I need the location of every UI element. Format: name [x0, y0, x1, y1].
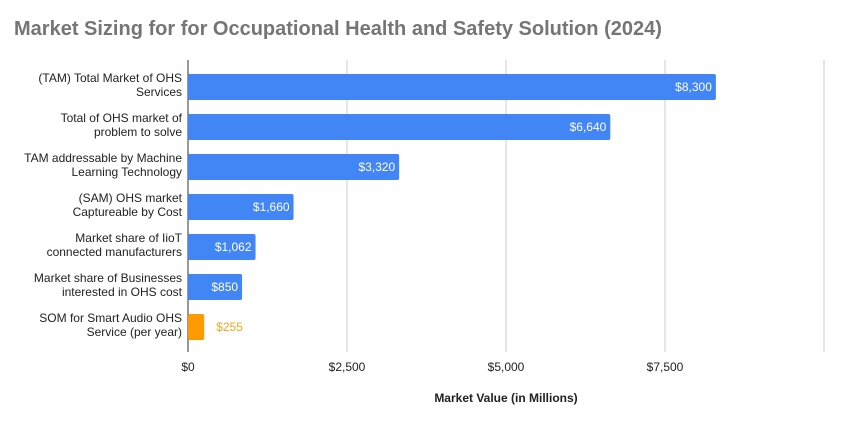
category-label: TAM addressable by Machine Learning Techn… — [24, 151, 182, 179]
x-tick-label: $5,000 — [488, 360, 525, 374]
category-label: Total of OHS market of problem to solve — [61, 111, 183, 139]
value-label: $1,062 — [215, 240, 252, 254]
bar — [188, 274, 243, 300]
value-label: $850 — [211, 280, 238, 294]
bars — [188, 74, 716, 340]
category-label: Market share of Businesses interested in … — [34, 271, 183, 299]
bar — [188, 74, 716, 100]
value-label: $8,300 — [675, 80, 712, 94]
labels: $0 $2,500 $5,000 $7,500 (TAM) Total Market o… — [24, 71, 712, 374]
bar — [188, 114, 611, 140]
category-label: (TAM) Total Market of OHS Services — [38, 71, 182, 99]
chart-title: Market Sizing for for Occupational Healt… — [14, 18, 662, 40]
value-label: $1,660 — [253, 200, 290, 214]
x-tick-label: $7,500 — [647, 360, 684, 374]
category-label: Market share of IioT connected manufactur… — [47, 231, 183, 259]
bar — [188, 154, 400, 180]
category-label: (SAM) OHS market Captureable by Cost — [73, 191, 183, 219]
bar — [188, 234, 256, 260]
category-label: SOM for Smart Audio OHS Service (per year… — [39, 311, 182, 339]
x-tick-label: $2,500 — [329, 360, 366, 374]
value-label: $255 — [216, 320, 243, 334]
x-tick-label: $0 — [181, 360, 195, 374]
bar — [188, 194, 294, 220]
bar — [188, 314, 205, 340]
value-label: $3,320 — [358, 160, 395, 174]
value-label: $6,640 — [570, 120, 607, 134]
x-axis-label: Market Value (in Millions) — [434, 391, 577, 405]
